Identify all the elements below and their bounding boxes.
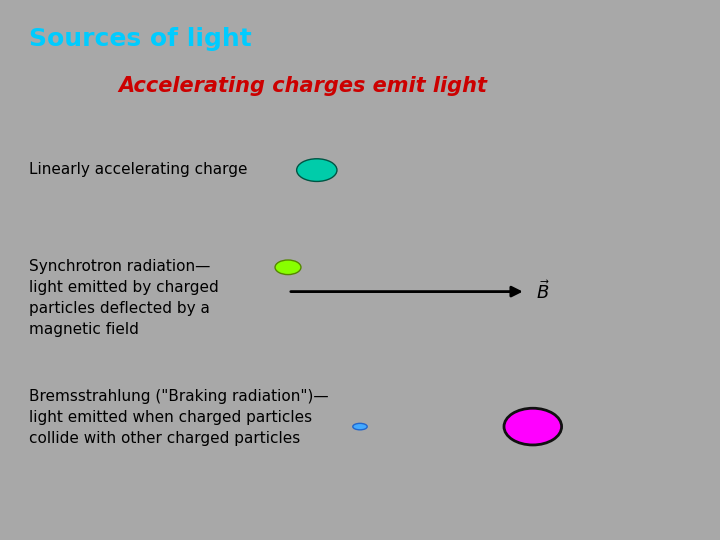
Ellipse shape <box>353 423 367 430</box>
Text: Sources of light: Sources of light <box>29 27 251 51</box>
Text: Synchrotron radiation—
light emitted by charged
particles deflected by a
magneti: Synchrotron radiation— light emitted by … <box>29 259 219 337</box>
Ellipse shape <box>504 408 562 445</box>
Text: Bremsstrahlung ("Braking radiation")—
light emitted when charged particles
colli: Bremsstrahlung ("Braking radiation")— li… <box>29 389 328 446</box>
Text: Accelerating charges emit light: Accelerating charges emit light <box>118 76 487 96</box>
Text: Linearly accelerating charge: Linearly accelerating charge <box>29 162 247 177</box>
Ellipse shape <box>275 260 301 275</box>
Ellipse shape <box>297 159 337 181</box>
Text: $\vec{B}$: $\vec{B}$ <box>536 280 551 303</box>
